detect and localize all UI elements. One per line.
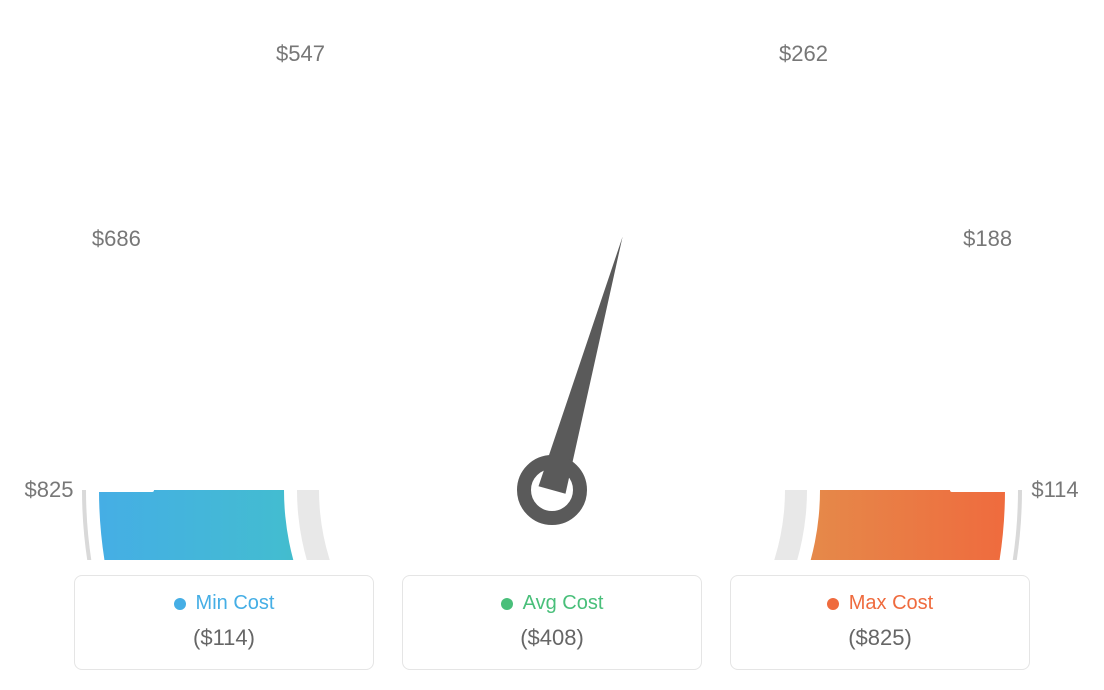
gauge-tick-label: $686 — [92, 226, 141, 252]
legend-label: Max Cost — [849, 592, 933, 615]
gauge-chart: $114$188$262$408$547$686$825 — [0, 0, 1104, 560]
legend-card-max: Max Cost ($825) — [730, 575, 1030, 670]
legend-dot-icon — [501, 598, 513, 610]
gauge-tick-label: $825 — [25, 477, 74, 503]
legend-value: ($114) — [75, 625, 373, 651]
legend-label: Min Cost — [196, 592, 275, 615]
legend-card-min: Min Cost ($114) — [74, 575, 374, 670]
gauge-tick-label: $547 — [276, 41, 325, 67]
gauge-tick-label: $188 — [963, 226, 1012, 252]
legend-row: Min Cost ($114) Avg Cost ($408) Max Cost… — [0, 575, 1104, 670]
legend-card-avg: Avg Cost ($408) — [402, 575, 702, 670]
gauge-tick-label: $114 — [1031, 477, 1078, 503]
gauge-tick-label: $262 — [779, 41, 828, 67]
legend-dot-icon — [174, 598, 186, 610]
legend-value: ($408) — [403, 625, 701, 651]
legend-label: Avg Cost — [523, 592, 604, 615]
legend-value: ($825) — [731, 625, 1029, 651]
legend-dot-icon — [827, 598, 839, 610]
gauge-svg — [0, 0, 1104, 560]
